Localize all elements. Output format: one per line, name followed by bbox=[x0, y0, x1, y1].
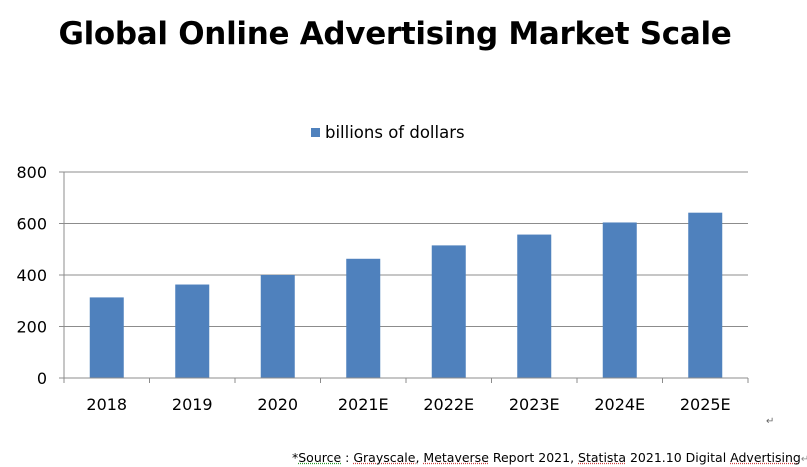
y-tick-label: 400 bbox=[16, 266, 47, 285]
source-statista: Statista bbox=[578, 450, 626, 465]
y-tick-label: 800 bbox=[16, 163, 47, 182]
bar-2022E bbox=[432, 245, 466, 378]
y-tick-label: 0 bbox=[37, 369, 47, 388]
bars bbox=[90, 213, 723, 378]
x-tick-label: 2022E bbox=[423, 395, 474, 414]
bar-2019 bbox=[175, 285, 209, 378]
source-metaverse: Metaverse bbox=[423, 450, 488, 465]
source-report: Report 2021, bbox=[489, 450, 578, 465]
source-rest: 2021.10 Digital bbox=[626, 450, 730, 465]
bar-2023E bbox=[517, 235, 551, 378]
bar-2024E bbox=[603, 222, 637, 378]
y-tick-label: 600 bbox=[16, 215, 47, 234]
bar-2021E bbox=[346, 259, 380, 378]
source-grayscale: Grayscale, bbox=[353, 450, 419, 465]
legend: billions of dollars bbox=[311, 123, 465, 142]
x-tick-label: 2018 bbox=[86, 395, 127, 414]
gridlines bbox=[64, 172, 748, 327]
x-tick-label: 2021E bbox=[338, 395, 389, 414]
x-tick-label: 2025E bbox=[680, 395, 731, 414]
legend-label: billions of dollars bbox=[325, 123, 465, 142]
x-tick-label: 2020 bbox=[257, 395, 298, 414]
paragraph-mark-chart: ↵ bbox=[766, 416, 774, 427]
x-tick-label: 2019 bbox=[172, 395, 213, 414]
x-tick-label: 2024E bbox=[594, 395, 645, 414]
bar-chart: 0 200 400 600 800 2018 2019 2020 2021E 2022E 2023… bbox=[0, 0, 807, 445]
y-axis-ticks: 0 200 400 600 800 bbox=[16, 163, 64, 388]
source-sep: : bbox=[341, 450, 353, 465]
legend-swatch bbox=[311, 128, 320, 137]
bar-2025E bbox=[688, 213, 722, 378]
source-word: Source bbox=[298, 450, 341, 465]
x-tick-label: 2023E bbox=[509, 395, 560, 414]
source-note: *Source : Grayscale, Metaverse Report 20… bbox=[292, 450, 807, 465]
y-tick-label: 200 bbox=[16, 318, 47, 337]
paragraph-mark: ↵ bbox=[801, 454, 807, 465]
bar-2020 bbox=[261, 275, 295, 378]
x-axis-ticks: 2018 2019 2020 2021E 2022E 2023E 2024E 2025E bbox=[64, 378, 748, 414]
bar-2018 bbox=[90, 297, 124, 378]
source-advertising: Advertising bbox=[730, 450, 801, 465]
